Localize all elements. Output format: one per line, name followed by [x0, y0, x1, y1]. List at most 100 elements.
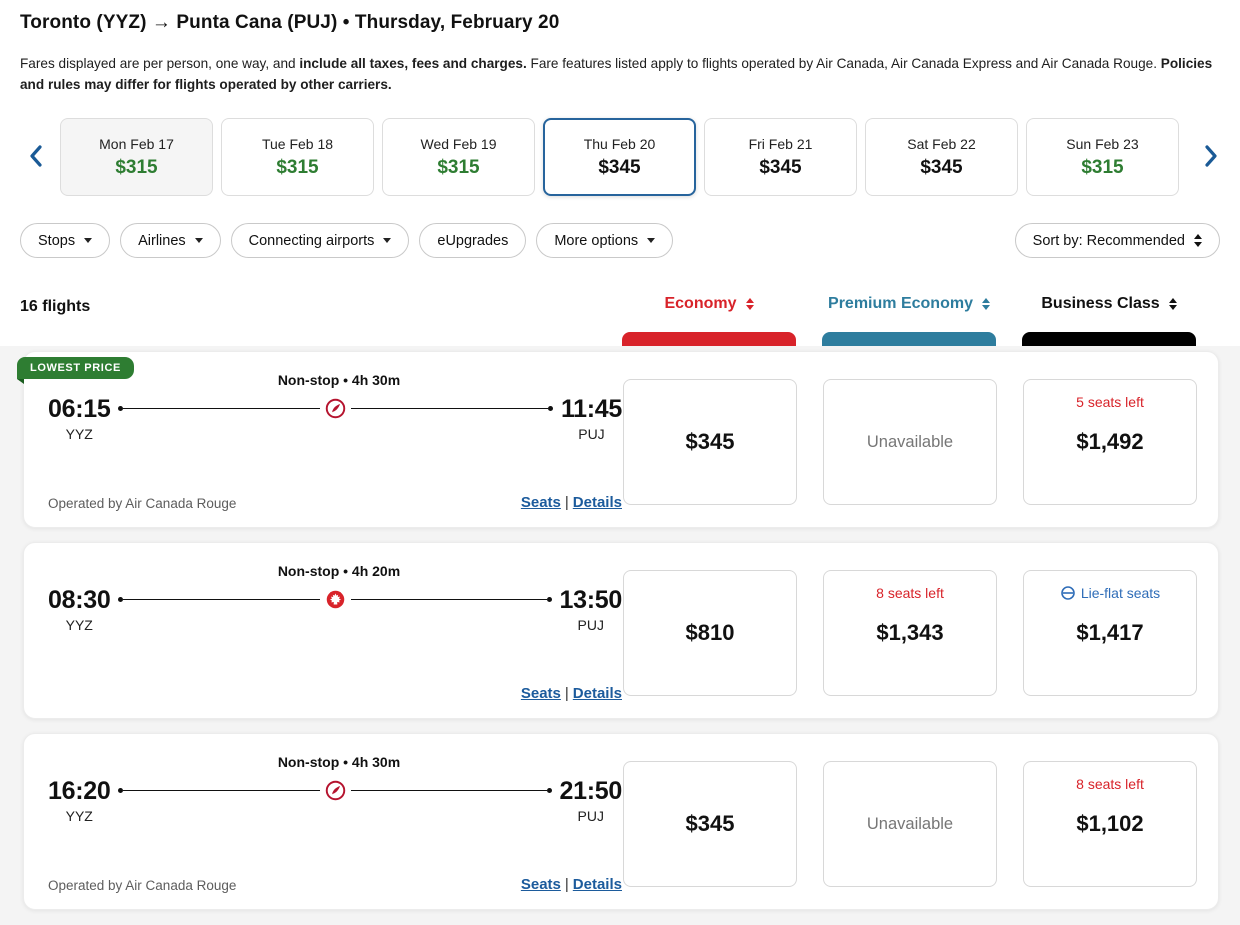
carousel-prev-button[interactable] [20, 137, 50, 177]
date-card-fri-feb-21[interactable]: Fri Feb 21 $345 [704, 118, 857, 196]
economy-fare-cell[interactable]: $345 [623, 761, 797, 887]
flight-itinerary: Non-stop • 4h 20m 08:30 YYZ 13:50 [48, 563, 622, 633]
date-label: Fri Feb 21 [748, 135, 813, 152]
air-canada-rouge-icon [325, 398, 346, 419]
eupgrades-filter-button[interactable]: eUpgrades [419, 223, 527, 258]
disclaimer-segment: Fare features listed apply to flights op… [526, 56, 1161, 71]
departure-block: 08:30 YYZ [48, 586, 111, 633]
flight-results-list: LOWEST PRICE Non-stop • 4h 30m 06:15 YYZ [0, 346, 1240, 925]
seats-left-note: 8 seats left [1076, 776, 1144, 792]
business-class-column-label: Business Class [1041, 295, 1160, 312]
premium-economy-fare-cell[interactable]: Unavailable [823, 761, 997, 887]
route-line [118, 589, 552, 610]
column-header-economy[interactable]: Economy [622, 295, 796, 313]
lie-flat-seat-icon [1060, 585, 1076, 601]
airlines-filter-button[interactable]: Airlines [120, 223, 221, 258]
column-header-business-class[interactable]: Business Class [1022, 295, 1196, 313]
lie-flat-note: Lie-flat seats [1024, 585, 1196, 601]
operated-by-text: Operated by Air Canada Rouge [48, 496, 237, 511]
premium-economy-column-label: Premium Economy [828, 295, 973, 312]
date-card-sun-feb-23[interactable]: Sun Feb 23 $315 [1026, 118, 1179, 196]
economy-column-label: Economy [664, 295, 737, 312]
business-fare-cell[interactable]: 5 seats left $1,492 [1023, 379, 1197, 505]
route-summary: Non-stop • 4h 30m [277, 754, 401, 770]
details-link[interactable]: Details [572, 685, 622, 702]
connecting-airports-filter-button[interactable]: Connecting airports [230, 223, 410, 258]
arrival-airport: PUJ [577, 808, 604, 824]
sort-icon [981, 297, 990, 311]
departure-block: 06:15 YYZ [48, 395, 111, 442]
seats-link[interactable]: Seats [520, 494, 561, 511]
fare-cells: $345 Unavailable 8 seats left $1,102 [623, 761, 1197, 887]
route-segment [350, 790, 547, 791]
flight-row: Non-stop • 4h 20m 08:30 YYZ 13:50 [23, 542, 1219, 719]
date-price: $345 [598, 156, 641, 178]
fare-disclaimer: Fares displayed are per person, one way,… [20, 53, 1220, 95]
details-link[interactable]: Details [572, 494, 622, 511]
more-options-filter-label: More options [554, 232, 639, 249]
seats-left-note: 8 seats left [876, 585, 944, 601]
carousel-next-button[interactable] [1196, 137, 1226, 177]
flight-count: 16 flights [20, 298, 91, 315]
air-canada-icon [325, 589, 346, 610]
date-label: Mon Feb 17 [99, 135, 174, 152]
fare-price: $345 [685, 429, 735, 454]
date-card-list: Mon Feb 17 $315 Tue Feb 18 $315 Wed Feb … [60, 118, 1186, 196]
connecting-airports-filter-label: Connecting airports [248, 232, 375, 249]
date-card-sat-feb-22[interactable]: Sat Feb 22 $345 [865, 118, 1018, 196]
more-options-filter-button[interactable]: More options [536, 223, 674, 258]
sort-by-dropdown[interactable]: Sort by: Recommended [1014, 223, 1220, 258]
route-dot [547, 406, 553, 411]
date-card-thu-feb-20-selected[interactable]: Thu Feb 20 $345 [543, 118, 696, 196]
eupgrades-filter-label: eUpgrades [437, 232, 509, 249]
route-row: 06:15 YYZ 11:45 PUJ [48, 395, 622, 442]
seats-link[interactable]: Seats [520, 685, 561, 702]
date-price: $315 [437, 156, 480, 178]
page-title: Toronto (YYZ) → Punta Cana (PUJ) • Thurs… [20, 12, 560, 33]
route-dot [118, 788, 124, 793]
economy-fare-cell[interactable]: $810 [623, 570, 797, 696]
stops-filter-button[interactable]: Stops [20, 223, 111, 258]
sort-icon [1194, 234, 1202, 247]
arrival-time: 21:50 [559, 777, 623, 805]
arrival-block: 13:50 PUJ [559, 586, 623, 633]
fare-unavailable-text: Unavailable [866, 432, 954, 451]
column-header-premium-economy[interactable]: Premium Economy [812, 295, 1006, 313]
route-line [118, 398, 553, 419]
route-line [118, 780, 552, 801]
arrival-block: 21:50 PUJ [559, 777, 623, 824]
fare-unavailable-text: Unavailable [866, 814, 954, 833]
date-card-mon-feb-17[interactable]: Mon Feb 17 $315 [60, 118, 213, 196]
date-card-tue-feb-18[interactable]: Tue Feb 18 $315 [221, 118, 374, 196]
business-fare-cell[interactable]: Lie-flat seats $1,417 [1023, 570, 1197, 696]
chevron-right-icon [1204, 144, 1219, 171]
fare-price: $810 [685, 620, 735, 645]
date-price: $315 [276, 156, 319, 178]
date-card-wed-feb-19[interactable]: Wed Feb 19 $315 [382, 118, 535, 196]
date-label: Tue Feb 18 [261, 135, 334, 152]
departure-airport: YYZ [65, 426, 93, 442]
arrival-time: 13:50 [559, 586, 623, 614]
details-link[interactable]: Details [572, 876, 622, 893]
business-fare-cell[interactable]: 8 seats left $1,102 [1023, 761, 1197, 887]
fare-price: $1,492 [1076, 429, 1144, 454]
disclaimer-segment-bold: include all taxes, fees and charges. [299, 56, 527, 71]
lie-flat-label: Lie-flat seats [1080, 585, 1161, 601]
premium-economy-fare-cell[interactable]: Unavailable [823, 379, 997, 505]
operated-by-text: Operated by Air Canada Rouge [48, 878, 237, 893]
lowest-price-badge: LOWEST PRICE [17, 357, 134, 384]
seats-left-note: 5 seats left [1076, 394, 1144, 410]
fare-price: $345 [685, 811, 735, 836]
premium-economy-fare-cell[interactable]: 8 seats left $1,343 [823, 570, 997, 696]
airlines-filter-label: Airlines [138, 232, 186, 249]
economy-fare-cell[interactable]: $345 [623, 379, 797, 505]
route-dot [546, 597, 552, 602]
route-dot [546, 788, 552, 793]
date-label: Thu Feb 20 [583, 135, 656, 152]
departure-block: 16:20 YYZ [48, 777, 111, 824]
departure-time: 06:15 [48, 395, 111, 423]
flight-footer: Seats | Details [48, 685, 622, 702]
sort-icon [745, 297, 754, 311]
seats-link[interactable]: Seats [520, 876, 561, 893]
route-dot [118, 406, 124, 411]
